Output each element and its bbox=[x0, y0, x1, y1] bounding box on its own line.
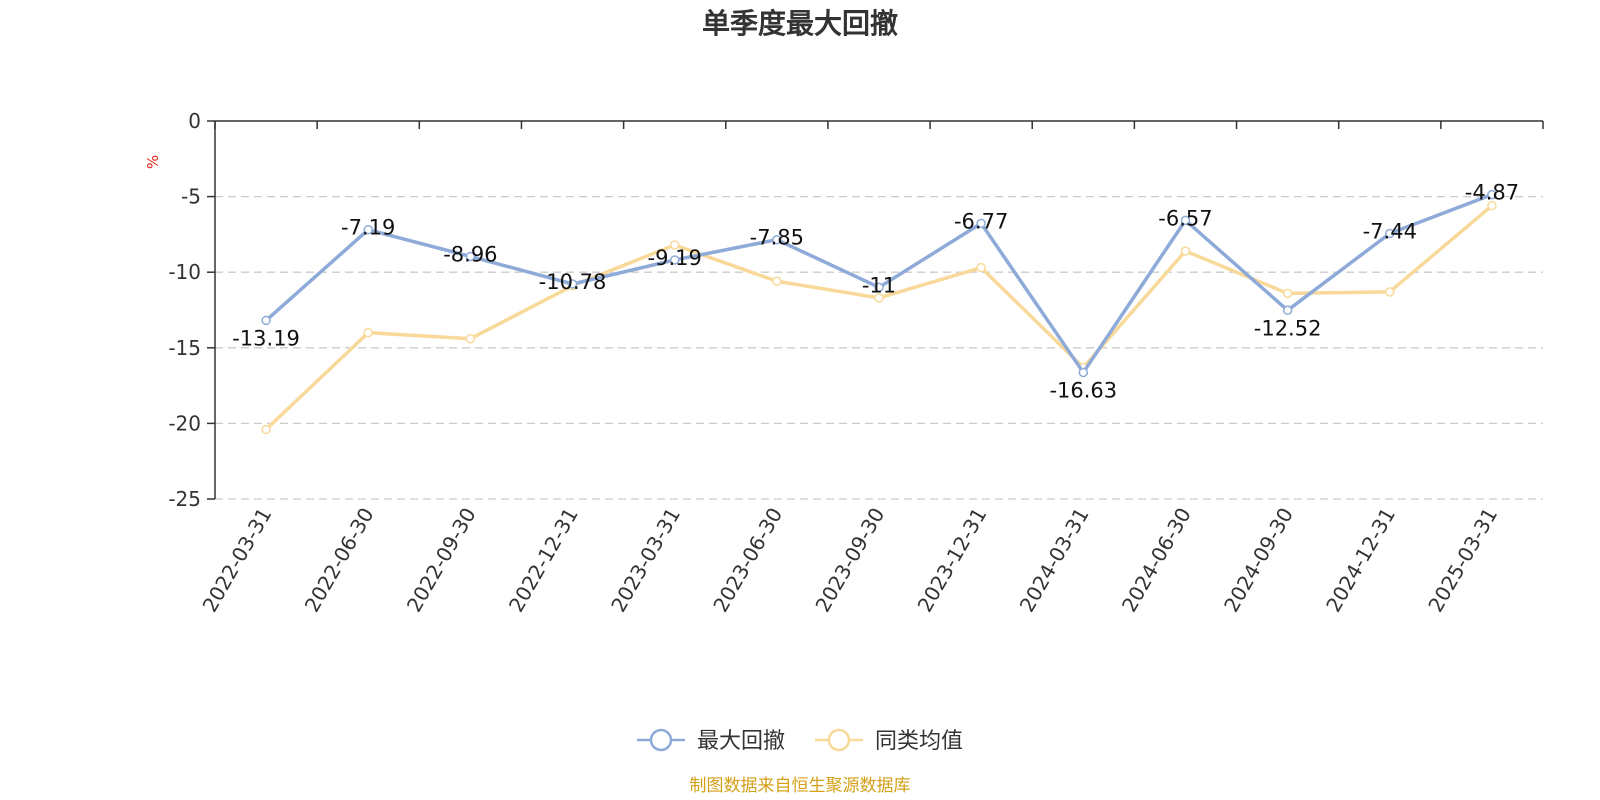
data-label: -11 bbox=[862, 273, 896, 297]
x-tick-label: 2022-12-31 bbox=[504, 504, 583, 617]
y-tick-label: -5 bbox=[181, 185, 201, 209]
x-tick-label: 2023-12-31 bbox=[913, 503, 992, 616]
x-tick-label: 2022-06-30 bbox=[300, 504, 379, 617]
x-tick-label: 2024-12-31 bbox=[1321, 504, 1400, 617]
data-point-max-drawdown bbox=[1180, 215, 1191, 226]
y-axis-ticks: 0 -5 -10 -15 -20 -25 bbox=[168, 109, 215, 511]
y-tick-label: -20 bbox=[168, 411, 201, 435]
x-tick-label: 2022-09-30 bbox=[402, 504, 481, 617]
x-tick-label: 2024-03-31 bbox=[1015, 504, 1094, 617]
data-point-max-drawdown bbox=[1282, 305, 1293, 316]
data-point-max-drawdown bbox=[1487, 189, 1497, 200]
data-point-max-drawdown bbox=[567, 279, 578, 289]
data-point-peer-average bbox=[976, 262, 986, 273]
chart-title: 单季度最大回撤 bbox=[702, 7, 898, 40]
legend-marker bbox=[827, 728, 851, 752]
legend[interactable]: 最大回撤 同类均值 bbox=[637, 728, 963, 754]
data-label: -6.77 bbox=[954, 209, 1008, 233]
data-point-max-drawdown bbox=[1078, 367, 1089, 378]
data-point-max-drawdown bbox=[1385, 228, 1395, 239]
data-label: -8.96 bbox=[443, 242, 497, 266]
x-tick-label: 2025-03-31 bbox=[1423, 504, 1502, 617]
data-label: -4.87 bbox=[1465, 181, 1519, 205]
data-label: -13.19 bbox=[232, 326, 300, 350]
legend-marker bbox=[649, 728, 673, 752]
data-point-max-drawdown bbox=[772, 234, 782, 245]
legend-label: 最大回撤 bbox=[697, 729, 785, 754]
x-tick-label: 2024-09-30 bbox=[1219, 504, 1298, 617]
data-point-peer-average bbox=[363, 327, 373, 338]
legend-item-peer-average[interactable]: 同类均值 bbox=[815, 728, 963, 754]
data-point-peer-average bbox=[1180, 246, 1191, 256]
y-tick-label: -25 bbox=[168, 487, 201, 511]
x-tick-label: 2023-03-31 bbox=[606, 504, 685, 617]
y-tick-label: 0 bbox=[188, 109, 201, 133]
data-label: -7.44 bbox=[1363, 219, 1417, 243]
data-point-max-drawdown bbox=[261, 315, 271, 326]
data-point-max-drawdown bbox=[465, 251, 476, 262]
data-label: -6.57 bbox=[1158, 206, 1212, 230]
data-labels: -13.19 -7.19 -8.96 -10.78 -9.19 -7.85 -11 -6.77… bbox=[232, 181, 1519, 403]
axes bbox=[214, 120, 1544, 499]
data-point-max-drawdown bbox=[363, 224, 373, 235]
data-point-peer-average bbox=[772, 276, 782, 287]
x-tick-label: 2023-06-30 bbox=[708, 504, 787, 617]
x-axis-ticks: 2022-03-31 2022-06-30 2022-09-30 2022-12-31… bbox=[198, 503, 1503, 616]
legend-item-max-drawdown[interactable]: 最大回撤 bbox=[637, 728, 785, 754]
data-label: -12.52 bbox=[1254, 316, 1322, 340]
y-axis-unit-label: % bbox=[144, 155, 162, 169]
data-point-peer-average bbox=[874, 293, 884, 303]
data-label: -7.85 bbox=[750, 226, 804, 250]
data-label: -7.19 bbox=[341, 216, 395, 240]
source-note: 制图数据来自恒生聚源数据库 bbox=[690, 776, 911, 796]
x-tick-label: 2022-03-31 bbox=[198, 504, 277, 617]
data-point-peer-average bbox=[261, 424, 271, 435]
legend-label: 同类均值 bbox=[875, 729, 963, 754]
y-tick-label: -10 bbox=[168, 260, 201, 284]
data-point-peer-average bbox=[465, 333, 476, 344]
data-point-max-drawdown bbox=[669, 255, 680, 265]
data-point-peer-average bbox=[1282, 288, 1293, 299]
data-point-peer-average bbox=[1385, 287, 1395, 297]
x-tick-label: 2023-09-30 bbox=[810, 504, 889, 617]
data-label: -9.19 bbox=[648, 246, 702, 270]
series-lines bbox=[261, 189, 1497, 435]
x-tick-label: 2024-06-30 bbox=[1117, 504, 1196, 617]
data-label: -16.63 bbox=[1049, 378, 1117, 402]
data-point-peer-average bbox=[669, 240, 680, 250]
data-point-peer-average bbox=[1487, 200, 1497, 211]
data-point-max-drawdown bbox=[976, 218, 986, 229]
y-tick-label: -15 bbox=[168, 336, 201, 360]
data-label: -10.78 bbox=[539, 270, 607, 294]
data-point-max-drawdown bbox=[874, 282, 884, 293]
grid-lines bbox=[215, 195, 1543, 500]
